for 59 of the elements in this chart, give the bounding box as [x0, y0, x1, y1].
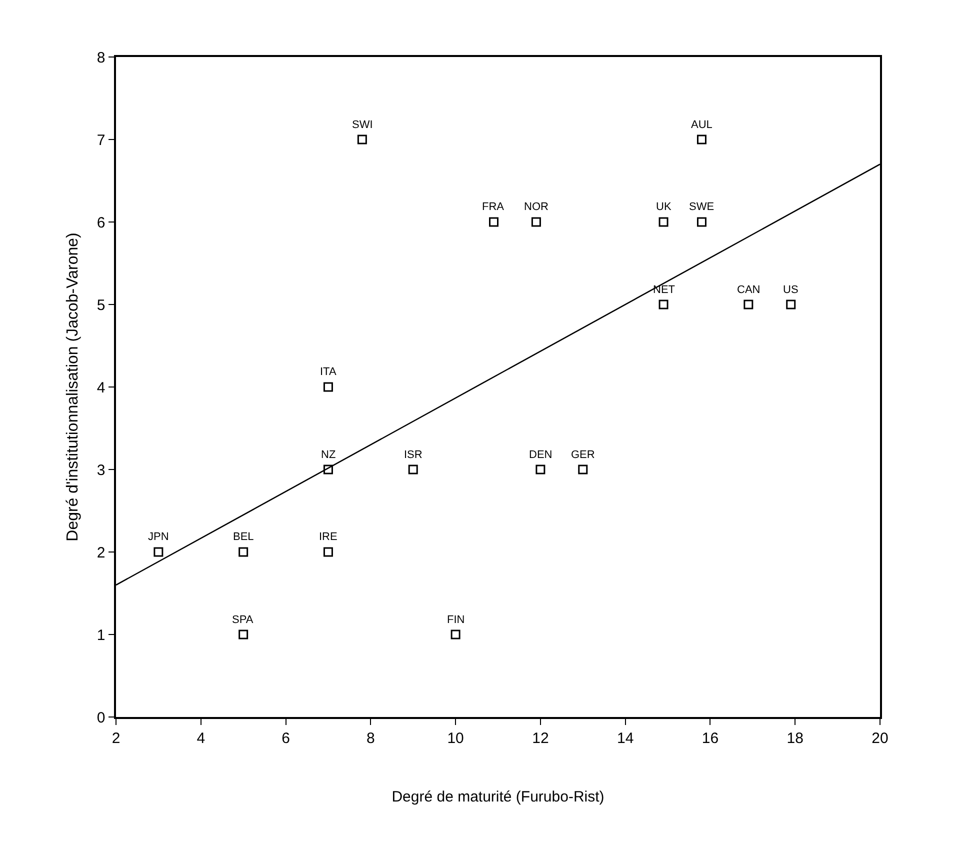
- x-tick-label: 20: [872, 730, 888, 747]
- x-tick-label: 10: [447, 730, 464, 747]
- y-tick-label: 3: [96, 462, 106, 479]
- annotation: FIN: [447, 614, 465, 626]
- annotation: AUL: [691, 119, 712, 131]
- point: [531, 217, 541, 227]
- y-tick-label: 2: [96, 544, 106, 562]
- y-tick-label: 4: [96, 379, 106, 396]
- x-tick-label: 4: [196, 730, 206, 747]
- y-tick-label: 5: [96, 296, 106, 314]
- annotation: JPN: [148, 531, 169, 543]
- y-tick-label: 7: [96, 132, 106, 149]
- x-tick-label: 18: [786, 730, 804, 747]
- annotation: ITA: [320, 366, 337, 378]
- point: [238, 547, 248, 557]
- annotation: ISR: [404, 449, 422, 461]
- annotation: UK: [656, 201, 672, 213]
- point: [658, 217, 668, 227]
- point: [323, 547, 333, 557]
- y-tick-label: 1: [96, 626, 106, 644]
- point: [578, 464, 588, 474]
- point: [154, 547, 164, 557]
- annotation: SWI: [352, 119, 373, 131]
- annotation: FRA: [482, 201, 505, 213]
- point: [408, 464, 418, 474]
- annotation: IRE: [319, 531, 338, 543]
- x-tick-label: 6: [282, 730, 290, 747]
- point: [744, 300, 754, 310]
- annotation: DEN: [529, 449, 552, 461]
- x-axis-title: Degré de maturité (Furubo-Rist): [392, 788, 604, 806]
- x-tick-label: 16: [702, 730, 719, 747]
- y-tick-label: 6: [96, 214, 106, 232]
- annotation: GER: [571, 449, 595, 461]
- annotation: CAN: [737, 284, 760, 296]
- annotation: US: [783, 284, 798, 296]
- point: [489, 217, 499, 227]
- y-tick-label: 0: [96, 709, 106, 726]
- annotation: NET: [653, 284, 676, 296]
- x-tick-label: 12: [532, 730, 549, 747]
- x-tick-label: 2: [112, 730, 120, 747]
- annotation: SWE: [689, 201, 714, 213]
- annotation: BEL: [233, 531, 254, 543]
- annotation: NOR: [524, 201, 548, 213]
- point: [323, 382, 333, 392]
- annotation: SPA: [232, 614, 254, 626]
- y-tick-label: 8: [96, 49, 106, 66]
- x-tick-label: 8: [366, 730, 375, 747]
- point: [536, 464, 546, 474]
- point: [357, 134, 367, 144]
- point: [450, 630, 460, 640]
- point: [238, 630, 248, 640]
- y-axis-title: Degré d'institutionnalisation (Jacob-Varone): [64, 232, 82, 542]
- annotation: NZ: [321, 449, 336, 461]
- point: [696, 134, 706, 144]
- point: [658, 300, 668, 310]
- point: [786, 300, 796, 310]
- x-tick-label: 14: [616, 730, 634, 747]
- point: [696, 217, 706, 227]
- point: [323, 464, 333, 474]
